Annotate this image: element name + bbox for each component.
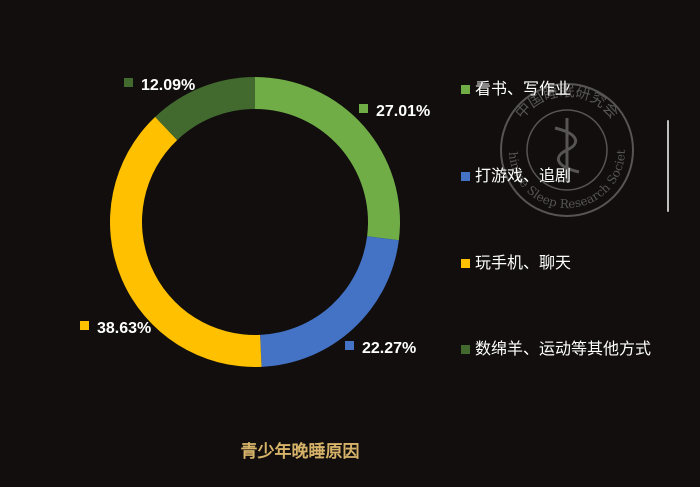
data-labels: 27.01% 22.27% 38.63% 12.09% (80, 77, 430, 357)
donut-slices (109, 77, 401, 367)
data-label-marker (359, 104, 368, 113)
data-label: 38.63% (97, 320, 151, 337)
legend-swatch (461, 259, 470, 268)
legend-entry: 打游戏、追剧 (475, 166, 571, 185)
donut-slice-2 (260, 236, 399, 367)
legend-entry: 玩手机、聊天 (475, 253, 571, 272)
donut-slice-4 (155, 77, 255, 141)
scroll-indicator (667, 120, 669, 212)
data-label: 22.27% (362, 340, 416, 357)
data-label-marker (80, 321, 89, 330)
chart-title: 青少年晚睡原因 (240, 442, 360, 462)
legend-entry: 数绵羊、运动等其他方式 (475, 339, 651, 358)
legend-swatch (461, 85, 470, 94)
data-label: 12.09% (141, 77, 195, 94)
legend-entry: 看书、写作业 (475, 79, 571, 98)
data-label-marker (124, 78, 133, 87)
data-label: 27.01% (376, 103, 430, 120)
legend-swatch (461, 345, 470, 354)
data-label-marker (345, 341, 354, 350)
legend-swatch (461, 172, 470, 181)
donut-slice-1 (255, 77, 401, 241)
donut-slice-3 (109, 116, 262, 367)
